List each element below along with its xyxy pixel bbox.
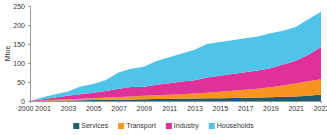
tick-mark bbox=[119, 101, 120, 103]
legend-item: Transport bbox=[118, 122, 156, 130]
tick-mark bbox=[194, 101, 195, 103]
tick-label: 2009 bbox=[137, 105, 153, 112]
tick: 100 bbox=[13, 60, 30, 67]
legend-swatch bbox=[209, 123, 215, 129]
tick-label: 2023 bbox=[314, 105, 327, 112]
legend-label: Services bbox=[81, 122, 108, 129]
tick: 200 bbox=[13, 22, 30, 29]
legend-item: Industry bbox=[166, 122, 199, 130]
tick-label: 2021 bbox=[288, 105, 304, 112]
plot-area bbox=[30, 12, 321, 101]
tick: 2007 bbox=[111, 101, 127, 112]
tick: 2019 bbox=[263, 101, 279, 112]
tick-label: 150 bbox=[13, 41, 25, 48]
tick-mark bbox=[43, 101, 44, 103]
tick-label: 0 bbox=[21, 98, 25, 105]
tick-mark bbox=[93, 101, 94, 103]
tick: 2021 bbox=[288, 101, 304, 112]
tick-label: 2011 bbox=[162, 105, 177, 112]
tick: 250 bbox=[13, 3, 30, 10]
tick-label: 2013 bbox=[187, 105, 203, 112]
tick-mark bbox=[28, 101, 30, 102]
legend-swatch bbox=[118, 123, 124, 129]
tick: 2003 bbox=[61, 101, 77, 112]
tick: 2017 bbox=[238, 101, 254, 112]
axis-title: Mtoe bbox=[4, 46, 11, 62]
tick-label: 250 bbox=[13, 3, 25, 10]
tick: 2001 bbox=[35, 101, 51, 112]
legend-item: Services bbox=[73, 122, 108, 129]
legend-swatch bbox=[166, 123, 172, 129]
tick: 2000 bbox=[18, 101, 34, 112]
tick-mark bbox=[220, 101, 221, 103]
legend-item: Households bbox=[209, 122, 254, 129]
tick: 50 bbox=[17, 79, 30, 86]
tick-mark bbox=[245, 101, 246, 103]
tick-label: 2007 bbox=[111, 105, 127, 112]
legend-swatch bbox=[73, 123, 79, 129]
tick-mark bbox=[321, 101, 322, 103]
tick-label: 200 bbox=[13, 22, 25, 29]
legend: Services Transport Industry Households bbox=[73, 122, 254, 130]
tick-mark bbox=[270, 101, 271, 103]
chart: 0501001502002502000200120032005200720092… bbox=[0, 0, 327, 135]
legend-label: Industry bbox=[174, 122, 199, 130]
tick: 2009 bbox=[137, 101, 153, 112]
tick-label: 2001 bbox=[35, 105, 51, 112]
tick-mark bbox=[28, 44, 30, 45]
tick: 150 bbox=[13, 41, 30, 48]
y-axis: 0 50 100 150 200 250 bbox=[13, 3, 30, 105]
axis-line bbox=[28, 7, 31, 102]
tick: 2023 bbox=[314, 101, 327, 112]
x-axis: 20002001 2003 2005 2007 2009 2011 2013 2015 2017… bbox=[18, 101, 327, 112]
tick-label: 2017 bbox=[238, 105, 254, 112]
tick-mark bbox=[68, 101, 69, 103]
tick-label: 2019 bbox=[263, 105, 279, 112]
tick: 2011 bbox=[162, 101, 177, 112]
tick: 2013 bbox=[187, 101, 203, 112]
tick-mark bbox=[144, 101, 145, 103]
tick-label: 50 bbox=[17, 79, 25, 86]
tick: 0 bbox=[21, 98, 30, 105]
tick: 2015 bbox=[212, 101, 228, 112]
tick-mark bbox=[28, 25, 30, 26]
axis-line bbox=[31, 102, 322, 104]
tick: 2005 bbox=[86, 101, 102, 112]
tick-mark bbox=[28, 6, 30, 7]
tick-label: 2005 bbox=[86, 105, 102, 112]
tick-mark bbox=[28, 82, 30, 83]
tick-mark bbox=[169, 101, 170, 103]
tick-label: 2000 bbox=[18, 105, 34, 112]
area bbox=[30, 12, 321, 101]
legend-label: Transport bbox=[126, 122, 156, 130]
tick-label: 100 bbox=[13, 60, 25, 67]
tick-mark bbox=[28, 63, 30, 64]
legend-label: Households bbox=[217, 122, 254, 129]
tick-mark bbox=[30, 101, 31, 103]
tick-mark bbox=[296, 101, 297, 103]
tick-label: 2015 bbox=[212, 105, 228, 112]
tick-label: 2003 bbox=[61, 105, 77, 112]
